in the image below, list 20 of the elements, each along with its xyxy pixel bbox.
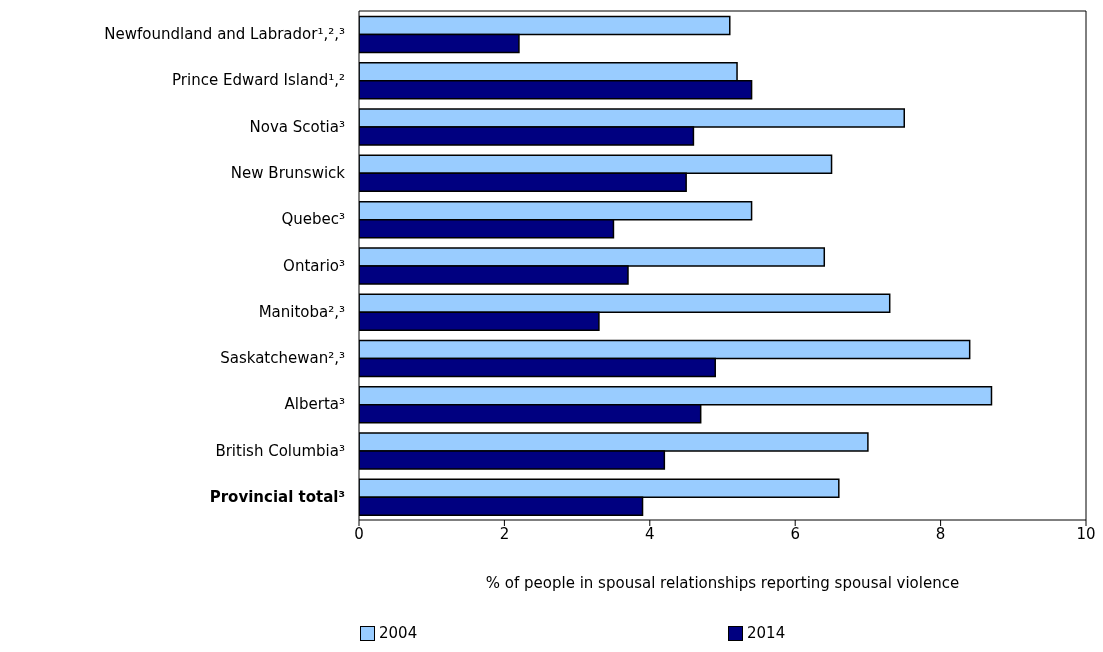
legend-label: 2014 <box>747 624 786 642</box>
y-tick-label: Provincial total³ <box>209 487 345 506</box>
y-tick-label: British Columbia³ <box>215 441 345 460</box>
x-tick-label: 8 <box>935 524 946 543</box>
y-tick-label: Newfoundland and Labrador¹,²,³ <box>104 25 345 44</box>
y-tick-label: New Brunswick <box>230 163 346 182</box>
x-tick-label: 10 <box>1076 524 1096 543</box>
y-tick-label: Prince Edward Island¹,² <box>172 71 345 90</box>
x-axis-title: % of people in spousal relationships reporting spousal violence <box>485 574 960 592</box>
x-tick-label: 4 <box>645 524 655 543</box>
y-tick-label: Manitoba²,³ <box>258 302 345 321</box>
x-tick-label: 6 <box>790 524 800 543</box>
x-tick-label: 2 <box>499 524 510 543</box>
y-tick-label: Ontario³ <box>283 256 345 275</box>
y-tick-label: Quebec³ <box>281 210 345 229</box>
legend-label: 2004 <box>379 624 418 642</box>
x-tick-label: 0 <box>354 524 364 543</box>
y-tick-label: Nova Scotia³ <box>249 117 345 136</box>
y-tick-label: Alberta³ <box>284 395 345 414</box>
y-tick-label: Saskatchewan²,³ <box>220 349 345 368</box>
